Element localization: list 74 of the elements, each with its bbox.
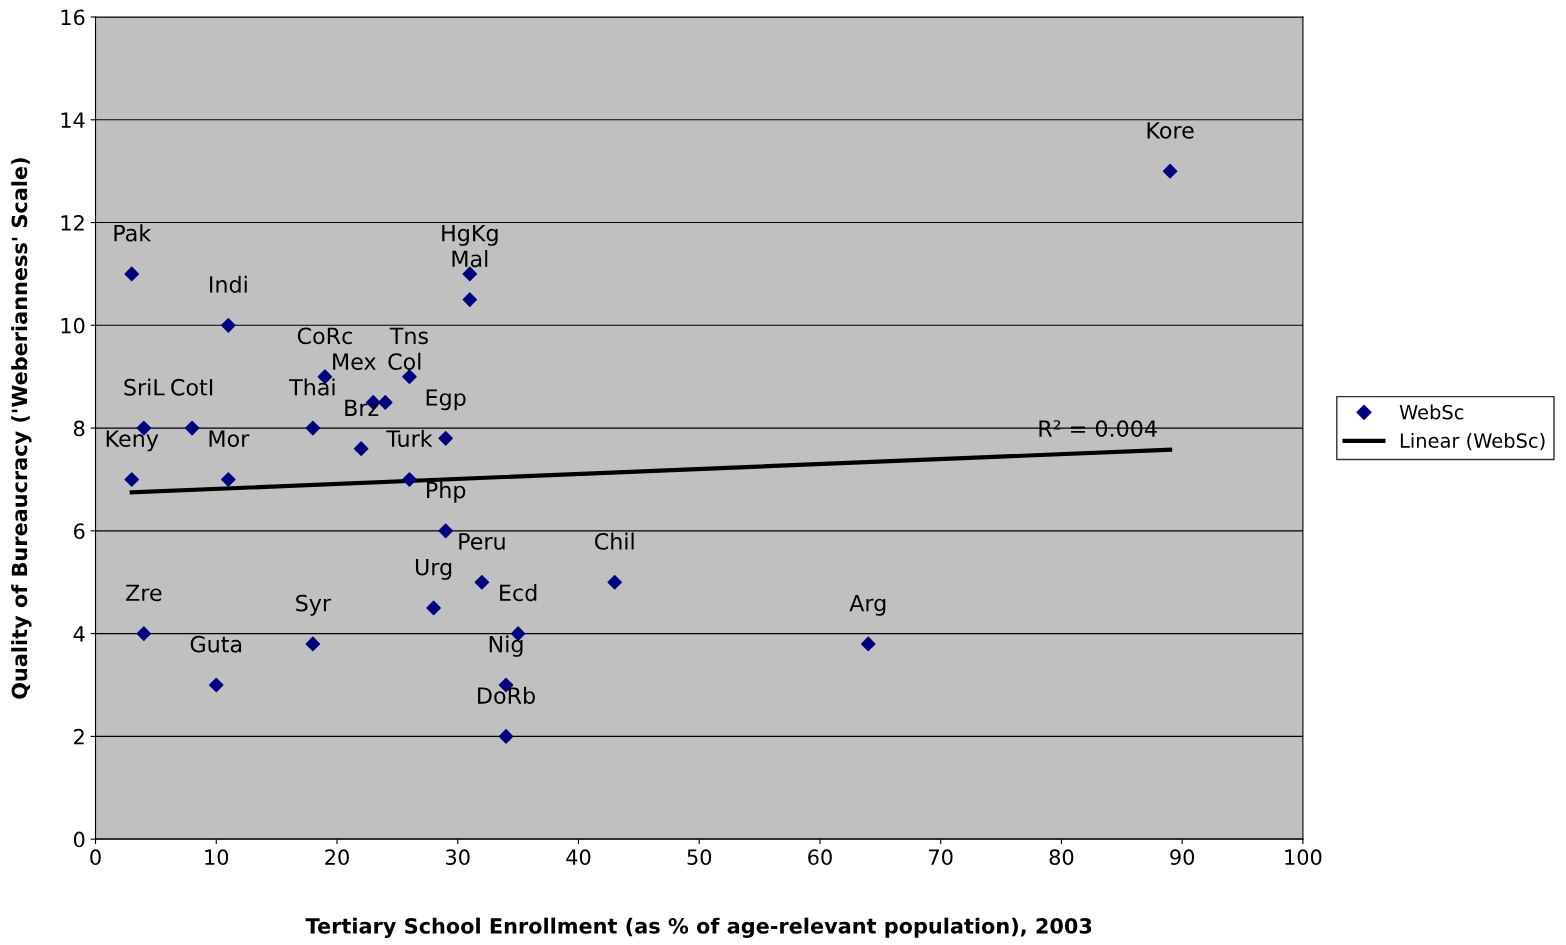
point	[607, 574, 622, 590]
legend-label: Linear (WebSc)	[1400, 432, 1545, 451]
point	[221, 318, 236, 333]
annotation: CoRc	[297, 327, 352, 345]
annotation: Syr	[296, 594, 332, 616]
x-tick-label: 60	[808, 849, 832, 866]
point	[402, 472, 417, 487]
annotation: Brz	[345, 399, 379, 416]
point	[305, 420, 321, 436]
point	[462, 292, 478, 307]
annotation: Arg	[849, 594, 886, 616]
point	[208, 677, 224, 693]
annotation: DoRb	[478, 686, 535, 704]
y-tick-label: 12	[61, 215, 84, 231]
annotation: Keny	[106, 430, 159, 452]
point	[498, 729, 514, 744]
x-tick-label: 70	[929, 849, 953, 866]
point	[124, 266, 140, 282]
x-tick-label: 40	[566, 849, 591, 866]
point	[353, 441, 369, 456]
annotation: Turk	[386, 429, 433, 448]
annotation: Urg	[415, 558, 452, 580]
point	[378, 395, 393, 410]
y-tick-label: 2	[74, 728, 84, 745]
legend-label: WebSc	[1399, 404, 1464, 420]
point	[438, 431, 453, 446]
annotation: Mex	[333, 353, 376, 370]
annotation: Php	[427, 481, 466, 503]
annotation: Chil	[594, 532, 634, 550]
y-tick-label: 0	[73, 831, 85, 848]
x-tick-label: 0	[90, 849, 101, 866]
y-tick-label: 14	[61, 112, 85, 128]
annotation: Thai	[289, 378, 335, 396]
point	[1162, 163, 1178, 179]
point	[438, 523, 453, 539]
x-axis-title: Tertiary School Enrollment (as % of age-relevant population), 2003	[305, 917, 1092, 938]
y-tick-label: 4	[73, 626, 85, 642]
annotation: Zre	[126, 584, 162, 602]
annotation: Tns	[389, 327, 428, 345]
point	[860, 636, 876, 652]
point	[426, 600, 441, 616]
annotation: Nig	[489, 635, 523, 657]
point	[124, 472, 140, 487]
y-tick-label: 16	[61, 9, 85, 26]
x-tick-label: 80	[1049, 849, 1074, 866]
x-tick-label: 100	[1285, 849, 1322, 866]
x-tick-label: 50	[687, 849, 712, 866]
x-tick-label: 20	[325, 849, 349, 866]
annotation: Kore	[1147, 122, 1194, 139]
point	[184, 420, 200, 436]
annotation: Pak	[114, 224, 152, 242]
annotation: Peru	[459, 533, 505, 550]
y-tick-label: 6	[74, 523, 85, 540]
point	[474, 574, 490, 590]
point	[402, 369, 417, 384]
annotation: Mor	[209, 430, 250, 448]
x-tick-label: 10	[205, 849, 229, 866]
annotation: SriL	[124, 378, 165, 396]
annotation: Mal	[452, 249, 488, 268]
x-tick-label: 30	[446, 849, 470, 866]
point	[136, 626, 152, 641]
annotation: Indi	[210, 275, 247, 293]
point	[221, 472, 236, 487]
annotation: Ecd	[500, 583, 537, 602]
point	[305, 636, 321, 652]
annotation: Guta	[190, 635, 242, 653]
annotation: HgKg	[442, 224, 498, 246]
annotation: Egp	[426, 389, 466, 411]
y-axis-title: Quality of Bureaucracy ('Weberianness' Scale)	[11, 158, 32, 699]
y-tick-label: 10	[61, 317, 85, 334]
y-tick-label: 8	[73, 420, 85, 437]
annotation: Col	[388, 352, 421, 370]
annotation: CotI	[171, 378, 213, 396]
x-tick-label: 90	[1170, 849, 1195, 866]
